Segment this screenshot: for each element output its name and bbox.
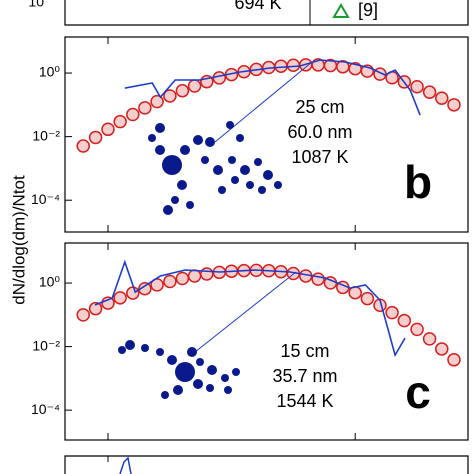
data-point: [447, 353, 461, 367]
data-point: [76, 308, 90, 322]
top-panel-frame: [64, 0, 469, 26]
data-point: [101, 122, 115, 137]
data-point: [422, 85, 437, 99]
data-point: [360, 291, 375, 306]
legend-label: [9]: [358, 0, 378, 20]
data-point: [138, 282, 152, 296]
data-point: [435, 91, 449, 105]
data-point: [187, 79, 202, 93]
y-tick-label: 10⁻⁴: [31, 401, 60, 417]
data-point: [113, 291, 127, 305]
panel-frame: [64, 36, 469, 233]
y-axis-label: dN/dlog(dm)/Ntot: [9, 175, 28, 305]
annotation: 15 cm: [280, 341, 329, 361]
legend-triangle: [332, 3, 350, 18]
y-tick-label: 10⁻²: [32, 127, 60, 143]
data-point: [286, 58, 301, 72]
y-tick-label: 10⁰: [39, 274, 61, 290]
data-point: [447, 98, 461, 112]
data-point: [163, 89, 177, 103]
top-tick-label: 10: [28, 0, 44, 10]
data-point: [163, 274, 177, 289]
panel-frame: [64, 242, 469, 441]
panel-letter: c: [405, 366, 431, 418]
data-point: [187, 269, 202, 283]
bottom-panel-frame: [64, 455, 469, 474]
y-tick-label: 10⁻²: [32, 337, 60, 353]
data-point: [397, 313, 412, 328]
data-point: [435, 342, 449, 356]
data-point: [138, 101, 152, 115]
data-line: [94, 259, 406, 358]
data-point: [410, 80, 424, 94]
annotation: 1087 K: [291, 147, 348, 167]
data-point: [410, 322, 424, 337]
data-point: [88, 301, 103, 316]
data-point: [175, 271, 190, 286]
bottom-line-fragment: [119, 456, 132, 474]
data-point: [212, 71, 227, 85]
data-point: [126, 286, 140, 300]
data-point: [422, 332, 437, 346]
annotation: 1544 K: [276, 391, 333, 411]
data-line: [124, 59, 421, 116]
data-point: [200, 267, 214, 281]
data-point: [126, 107, 140, 122]
data-point: [311, 272, 325, 286]
data-point: [113, 114, 127, 129]
data-point: [101, 296, 115, 310]
data-point: [150, 94, 164, 109]
annotation: 25 cm: [295, 97, 344, 117]
y-tick-label: 10⁰: [39, 64, 61, 80]
data-point: [88, 130, 103, 145]
annotation: 60.0 nm: [287, 122, 352, 142]
aggregate-image-c: [118, 271, 297, 399]
aggregate-image-b: [148, 61, 313, 215]
annotation: 35.7 nm: [272, 366, 337, 386]
y-tick-label: 10⁻⁴: [31, 191, 60, 207]
data-point: [175, 83, 190, 98]
data-point: [76, 139, 90, 153]
top-annotation: 694 K: [234, 0, 281, 13]
panel-letter: b: [404, 156, 432, 208]
data-point: [385, 305, 399, 320]
